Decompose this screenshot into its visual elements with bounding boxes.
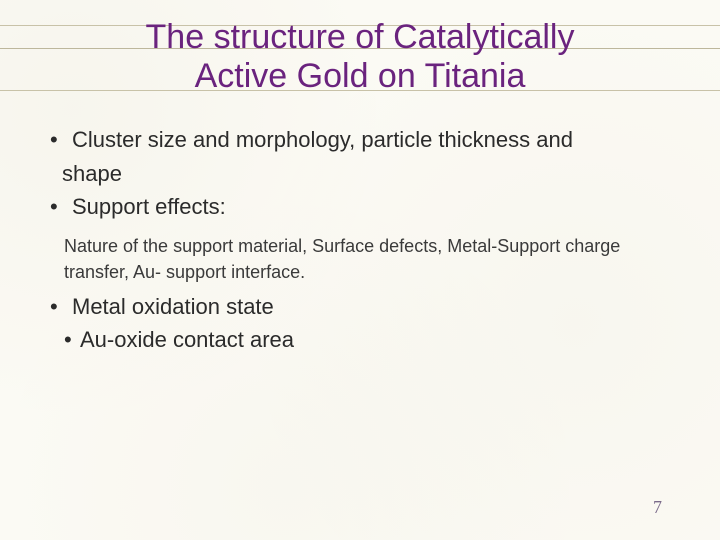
title-block: The structure of Catalytically Active Go…: [0, 0, 720, 106]
bullet-item: • Cluster size and morphology, particle …: [48, 126, 672, 154]
slide-body: • Cluster size and morphology, particle …: [0, 106, 720, 354]
bullet-text: Cluster size and morphology, particle th…: [72, 126, 672, 154]
page-number: 7: [653, 497, 662, 518]
sub-bullet-block: Nature of the support material, Surface …: [48, 227, 672, 293]
bullet-text: Au-oxide contact area: [80, 326, 672, 354]
sub-line-1: Nature of the support material, Surface …: [64, 236, 620, 256]
title-line-1: The structure of Catalytically: [146, 18, 575, 56]
slide-title: The structure of Catalytically Active Go…: [60, 18, 660, 96]
bullet-item: • Au-oxide contact area: [48, 326, 672, 354]
title-line-2: Active Gold on Titania: [195, 57, 526, 95]
bullet-item: • Metal oxidation state: [48, 293, 672, 321]
bullet-marker: •: [48, 293, 72, 321]
bullet-text: Support effects:: [72, 193, 672, 221]
bullet-text: Metal oxidation state: [72, 293, 672, 321]
bullet-marker: •: [48, 126, 72, 154]
bullet-marker: •: [48, 193, 72, 221]
bullet-item: • Support effects:: [48, 193, 672, 221]
sub-line-2: transfer, Au- support interface.: [64, 262, 305, 282]
bullet-continuation: shape: [48, 160, 672, 188]
bullet-marker: •: [62, 326, 80, 354]
